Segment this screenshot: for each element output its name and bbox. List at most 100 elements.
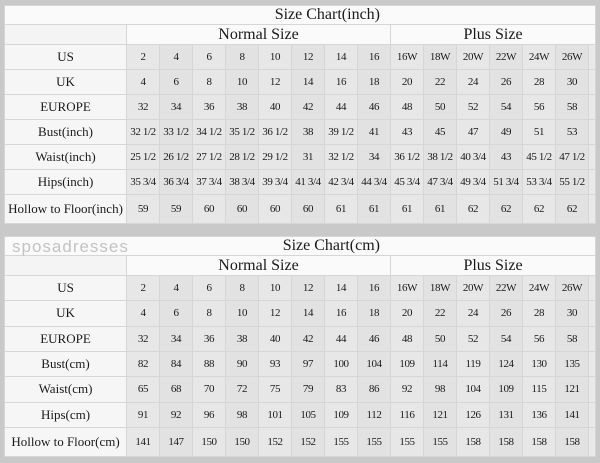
normal-size-cell: 16 bbox=[324, 300, 358, 327]
normal-size-cell: 40 bbox=[258, 325, 292, 352]
row-label: EUROPE bbox=[4, 325, 127, 352]
chart-title: Size Chart(cm) bbox=[4, 236, 596, 256]
normal-size-cell: 33 1/2 bbox=[159, 119, 193, 145]
plus-size-cell: 92 bbox=[390, 376, 424, 403]
normal-size-cell: 26 1/2 bbox=[159, 144, 193, 170]
normal-size-cell: 155 bbox=[357, 427, 391, 457]
normal-size-cell: 16 bbox=[324, 69, 358, 95]
normal-size-cell: 32 bbox=[126, 325, 160, 352]
normal-size-cell: 34 bbox=[159, 325, 193, 352]
row-label: Hollow to Floor(cm) bbox=[4, 427, 127, 457]
normal-size-cell: 14 bbox=[324, 274, 358, 302]
normal-size-cell: 112 bbox=[357, 401, 391, 429]
plus-size-cell: 121 bbox=[423, 401, 457, 429]
normal-size-cell: 46 bbox=[357, 325, 391, 352]
empty-cell bbox=[588, 144, 596, 170]
plus-size-cell: 61 bbox=[390, 194, 424, 224]
normal-size-cell: 42 bbox=[291, 94, 325, 120]
normal-size-cell: 14 bbox=[324, 44, 358, 70]
plus-size-cell: 50 bbox=[423, 325, 457, 352]
normal-size-cell: 44 bbox=[324, 325, 358, 352]
normal-size-cell: 41 bbox=[357, 119, 391, 145]
plus-size-cell: 62 bbox=[489, 194, 523, 224]
table-row: US 2 4 6 8 10 12 14 16 16W 18W 20W 22W 24W 26W bbox=[4, 44, 596, 70]
plus-size-cell: 20W bbox=[456, 274, 490, 302]
normal-size-cell: 34 bbox=[357, 144, 391, 170]
normal-size-cell: 29 1/2 bbox=[258, 144, 292, 170]
title-row: Size Chart(inch) bbox=[4, 5, 596, 25]
plus-size-cell: 56 bbox=[522, 94, 556, 120]
plus-size-cell: 45 3/4 bbox=[390, 169, 424, 195]
normal-size-cell: 42 bbox=[291, 325, 325, 352]
normal-size-cell: 44 bbox=[324, 94, 358, 120]
row-label: UK bbox=[4, 300, 127, 327]
plus-size-cell: 28 bbox=[522, 69, 556, 95]
normal-size-cell: 61 bbox=[357, 194, 391, 224]
normal-size-cell: 2 bbox=[126, 274, 160, 302]
plus-size-cell: 51 3/4 bbox=[489, 169, 523, 195]
normal-size-cell: 12 bbox=[291, 44, 325, 70]
empty-cell bbox=[588, 169, 596, 195]
table-row: UK 4 6 8 10 12 14 16 18 20 22 24 26 28 30 bbox=[4, 300, 596, 327]
plus-size-cell: 40 3/4 bbox=[456, 144, 490, 170]
plus-size-cell: 47 3/4 bbox=[423, 169, 457, 195]
plus-size-cell: 30 bbox=[555, 300, 589, 327]
normal-size-cell: 152 bbox=[258, 427, 292, 457]
plus-size-cell: 45 bbox=[423, 119, 457, 145]
plus-size-cell: 24 bbox=[456, 300, 490, 327]
normal-size-cell: 38 bbox=[225, 94, 259, 120]
normal-size-cell: 36 1/2 bbox=[258, 119, 292, 145]
plus-size-cell: 62 bbox=[555, 194, 589, 224]
normal-size-cell: 38 bbox=[225, 325, 259, 352]
normal-size-cell: 12 bbox=[258, 300, 292, 327]
normal-size-cell: 8 bbox=[192, 69, 226, 95]
plus-size-cell: 26 bbox=[489, 300, 523, 327]
plus-size-header: Plus Size bbox=[390, 24, 596, 45]
group-header-row: Normal Size Plus Size bbox=[4, 24, 596, 45]
plus-size-cell: 53 3/4 bbox=[522, 169, 556, 195]
plus-size-cell: 22 bbox=[423, 69, 457, 95]
plus-size-cell: 130 bbox=[522, 350, 556, 378]
plus-size-cell: 155 bbox=[390, 427, 424, 457]
watermark: sposadresses bbox=[12, 237, 129, 256]
plus-size-cell: 16W bbox=[390, 44, 424, 70]
normal-size-cell: 68 bbox=[159, 376, 193, 403]
normal-size-cell: 32 1/2 bbox=[324, 144, 358, 170]
plus-size-cell: 18W bbox=[423, 274, 457, 302]
empty-cell bbox=[588, 427, 596, 457]
normal-size-cell: 10 bbox=[225, 69, 259, 95]
normal-size-cell: 100 bbox=[324, 350, 358, 378]
normal-size-cell: 70 bbox=[192, 376, 226, 403]
table-row: EUROPE 32 34 36 38 40 42 44 46 48 50 52 54 56 58 bbox=[4, 325, 596, 352]
normal-size-cell: 65 bbox=[126, 376, 160, 403]
empty-cell bbox=[588, 194, 596, 224]
table-row: EUROPE 32 34 36 38 40 42 44 46 48 50 52 54 56 58 bbox=[4, 94, 596, 120]
normal-size-cell: 150 bbox=[192, 427, 226, 457]
normal-size-cell: 96 bbox=[192, 401, 226, 429]
empty-cell bbox=[588, 350, 596, 378]
normal-size-cell: 72 bbox=[225, 376, 259, 403]
plus-size-cell: 30 bbox=[555, 69, 589, 95]
normal-size-cell: 109 bbox=[324, 401, 358, 429]
normal-size-cell: 42 3/4 bbox=[324, 169, 358, 195]
normal-size-cell: 59 bbox=[126, 194, 160, 224]
plus-size-cell: 49 bbox=[489, 119, 523, 145]
normal-size-cell: 39 3/4 bbox=[258, 169, 292, 195]
plus-size-cell: 38 1/2 bbox=[423, 144, 457, 170]
normal-size-cell: 147 bbox=[159, 427, 193, 457]
plus-size-cell: 61 bbox=[423, 194, 457, 224]
plus-size-cell: 116 bbox=[390, 401, 424, 429]
table-row: Hollow to Floor(inch) 59 59 60 60 60 60 61 61 61 6… bbox=[4, 194, 596, 224]
plus-size-cell: 115 bbox=[522, 376, 556, 403]
normal-size-cell: 35 1/2 bbox=[225, 119, 259, 145]
normal-size-cell: 46 bbox=[357, 94, 391, 120]
normal-size-cell: 98 bbox=[225, 401, 259, 429]
plus-size-cell: 26 bbox=[489, 69, 523, 95]
plus-size-cell: 47 bbox=[456, 119, 490, 145]
plus-size-cell: 55 1/2 bbox=[555, 169, 589, 195]
empty-cell bbox=[588, 119, 596, 145]
normal-size-cell: 2 bbox=[126, 44, 160, 70]
normal-size-cell: 35 3/4 bbox=[126, 169, 160, 195]
plus-size-cell: 20 bbox=[390, 69, 424, 95]
normal-size-cell: 86 bbox=[357, 376, 391, 403]
